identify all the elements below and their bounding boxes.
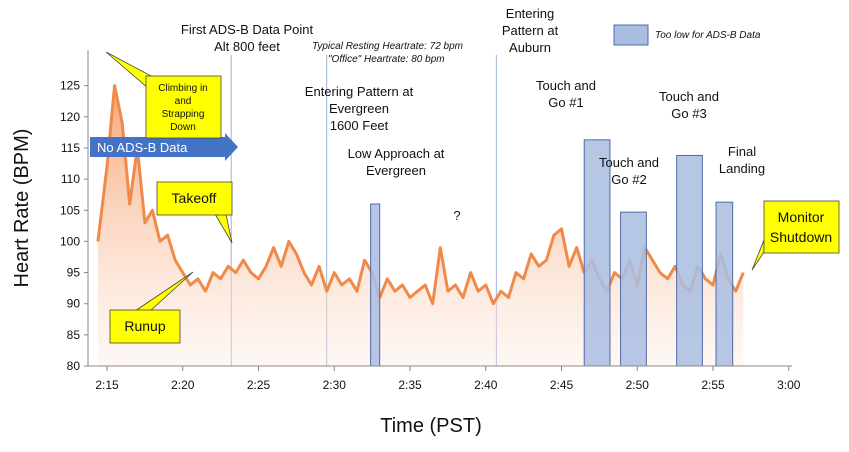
y-tick-label: 100 [60,234,80,248]
legend-label: Too low for ADS-B Data [655,30,761,41]
callout-text: and [175,96,192,107]
annotation-text: Entering [506,6,554,21]
annotation-text: Final [728,144,756,159]
annotation-auburn: Entering Pattern at Auburn [502,6,559,55]
annotation-final-landing: Final Landing [719,144,765,176]
x-tick-label: 2:20 [171,378,195,392]
no-adsb-arrow: No ADS-B Data [90,133,238,161]
callout-takeoff: Takeoff [156,181,233,244]
callout-text: Shutdown [770,229,832,245]
callout-text: Monitor [778,209,825,225]
y-tick-label: 90 [67,297,81,311]
annotation-touch-go-1: Touch and Go #1 [536,78,596,110]
y-tick-label: 95 [67,266,81,280]
x-tick-label: 2:35 [398,378,422,392]
legend-swatch [613,24,649,46]
annotation-touch-go-3: Touch and Go #3 [659,89,719,121]
annotation-text: Alt 800 feet [214,39,280,54]
series-area [97,85,744,366]
x-tick-label: 3:00 [777,378,801,392]
annotation-text: Touch and [599,155,659,170]
callout-text: Runup [124,318,165,334]
y-tick-label: 120 [60,110,80,124]
annotation-first-adsb: First ADS-B Data Point Alt 800 feet [181,22,314,54]
x-tick-label: 2:55 [701,378,725,392]
annotation-text: Pattern at [502,23,559,38]
callout-box [109,309,181,344]
x-tick-label: 2:25 [247,378,271,392]
callout-box [156,181,233,216]
bar [676,154,703,367]
bar [715,201,734,367]
y-tick-label: 110 [61,172,80,186]
callout-pointer [751,239,765,271]
annotation-text: Evergreen [366,163,426,178]
annotation-text: Auburn [509,40,551,55]
callout-text: Takeoff [172,190,217,206]
annotation-text: 1600 Feet [330,118,389,133]
callout-text: Down [170,122,196,133]
annotation-text: First ADS-B Data Point [181,22,314,37]
annotation-question: ? [453,208,460,223]
annotation-text: Go #1 [548,95,583,110]
x-tick-label: 2:30 [323,378,347,392]
callout-box [145,75,222,139]
callout-pointer [214,213,233,244]
office-hr-note: "Office" Heartrate: 80 bpm [328,54,445,65]
y-axis-title: Heart Rate (BPM) [11,129,33,288]
callout-text: Climbing in [158,83,207,94]
x-tick-label: 2:40 [474,378,498,392]
annotation-text: Low Approach at [348,146,445,161]
y-ticks: 80 85 90 95 100 105 110 115 120 125 [60,79,88,373]
callout-text: Strapping [162,109,205,120]
y-tick-label: 115 [61,141,80,155]
arrow-shape [90,133,238,161]
x-axis-title: Time (PST) [380,415,481,437]
annotation-text: Landing [719,161,765,176]
legend: Too low for ADS-B Data [613,24,761,46]
low-altitude-bars [370,139,734,367]
annotation-text: Touch and [536,78,596,93]
callout-monitor: Monitor Shutdown [751,200,840,271]
y-tick-label: 85 [67,328,81,342]
annotation-text: Touch and [659,89,719,104]
annotation-text: Go #3 [671,106,706,121]
callout-box [763,200,840,254]
bar [370,203,381,367]
annotation-text: Entering Pattern at [305,84,414,99]
annotation-text: Evergreen [329,101,389,116]
annotation-evergreen-pattern: Entering Pattern at Evergreen 1600 Feet [305,84,414,133]
arrow-label: No ADS-B Data [97,140,188,155]
y-tick-label: 125 [60,79,80,93]
bar [620,211,647,367]
annotation-text: Go #2 [611,172,646,187]
callout-climbing: Climbing in and Strapping Down [105,51,222,139]
resting-hr-note: Typical Resting Heartrate: 72 bpm [312,41,463,52]
x-tick-label: 2:50 [626,378,650,392]
annotation-low-approach: Low Approach at Evergreen [348,146,445,178]
x-tick-label: 2:45 [550,378,574,392]
y-tick-label: 105 [60,203,80,217]
annotation-touch-go-2: Touch and Go #2 [599,155,659,187]
bar [583,139,611,367]
y-tick-label: 80 [67,359,81,373]
x-tick-label: 2:15 [95,378,119,392]
x-ticks: 2:15 2:20 2:25 2:30 2:35 2:40 2:45 2:50 2:55 3:00 [95,366,801,392]
callout-runup: Runup [109,271,194,344]
